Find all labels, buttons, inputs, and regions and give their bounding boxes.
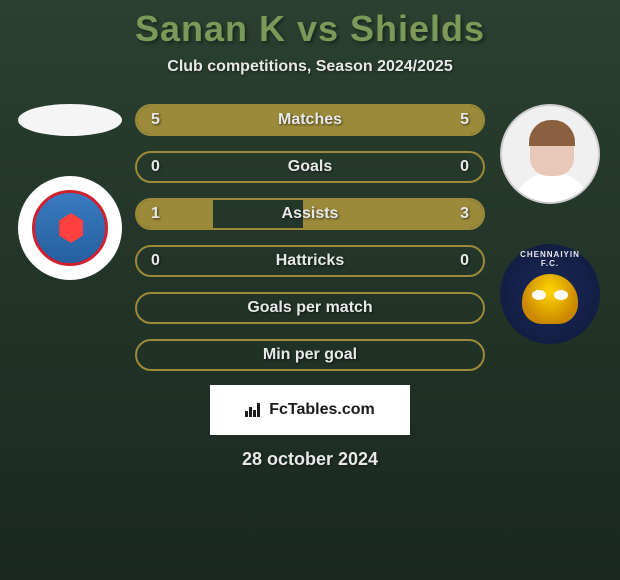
stats-column: 55Matches 00Goals 13Assists 00Hattricks Goal… <box>130 104 490 371</box>
stat-label: Min per goal <box>137 346 483 364</box>
stat-bar: Goals per match <box>135 292 485 324</box>
footer-date: 28 october 2024 <box>0 449 620 470</box>
stat-label: Hattricks <box>137 252 483 270</box>
stat-label: Matches <box>137 111 483 129</box>
page-title: Sanan K vs Shields <box>0 0 620 50</box>
stat-label: Goals <box>137 158 483 176</box>
chennaiyin-face-icon <box>522 274 578 324</box>
brand-text: FcTables.com <box>269 401 375 419</box>
stat-label: Assists <box>137 205 483 223</box>
avatar-hair-icon <box>529 120 575 146</box>
chennaiyin-label: CHENNAIYIN F.C. <box>510 250 590 270</box>
right-player-avatar <box>500 104 600 204</box>
stat-bar: 13Assists <box>135 198 485 230</box>
stat-bar: 00Hattricks <box>135 245 485 277</box>
jamshedpur-shield-icon <box>32 190 108 266</box>
stat-bar: 00Goals <box>135 151 485 183</box>
left-column <box>10 104 130 371</box>
right-column: CHENNAIYIN F.C. <box>490 104 610 371</box>
brand-card: FcTables.com <box>210 385 410 435</box>
stat-bar: Min per goal <box>135 339 485 371</box>
left-club-logo <box>18 176 122 280</box>
right-club-logo: CHENNAIYIN F.C. <box>500 244 600 344</box>
comparison-infographic: Sanan K vs Shields Club competitions, Se… <box>0 0 620 580</box>
bar-chart-icon <box>245 403 263 417</box>
left-player-avatar <box>18 104 122 136</box>
main-layout: 55Matches 00Goals 13Assists 00Hattricks Goal… <box>0 104 620 371</box>
stat-label: Goals per match <box>137 299 483 317</box>
stat-bar: 55Matches <box>135 104 485 136</box>
subtitle: Club competitions, Season 2024/2025 <box>0 58 620 76</box>
avatar-body-icon <box>512 172 592 204</box>
